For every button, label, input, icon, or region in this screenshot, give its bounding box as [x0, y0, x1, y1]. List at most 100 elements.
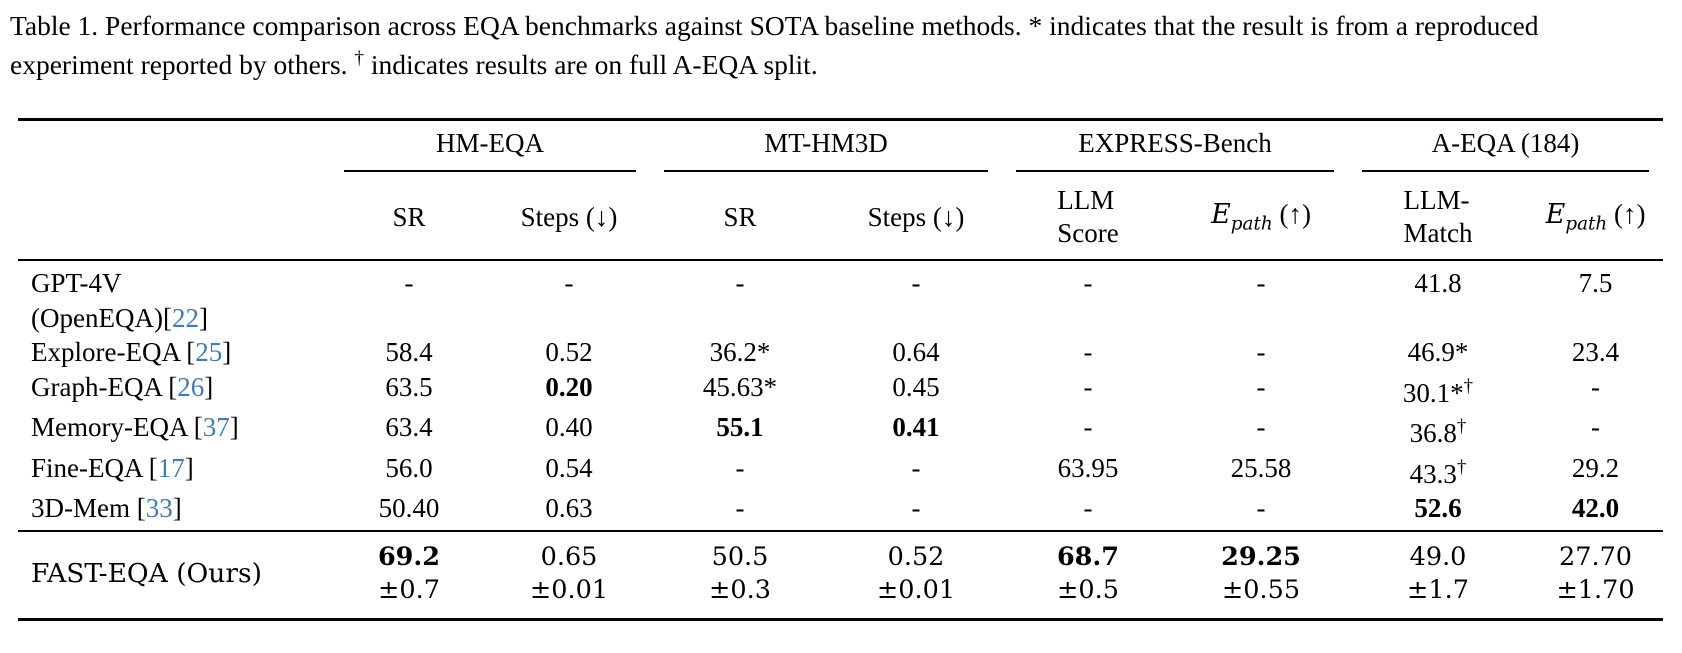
ours-stddev: ±0.01: [876, 574, 956, 605]
value-cell: -: [1256, 371, 1266, 402]
value-cell: -: [911, 452, 921, 483]
caption-line2-post: indicates results are on full A-EQA spli…: [364, 49, 818, 81]
subheader-row: SR Steps (↓) SR Steps (↓) LLM Score Epath (↑) L…: [18, 175, 1664, 262]
value-cell: 0.63: [545, 493, 593, 524]
ours-value: 49.0: [1409, 541, 1467, 572]
col-header-8: Epath (↑): [1528, 175, 1664, 262]
ours-value: 69.2: [377, 541, 441, 572]
citation-link[interactable]: 17: [157, 452, 185, 483]
col-header-4: Steps (↓): [830, 175, 1002, 262]
method-label-line: GPT-4V: [31, 268, 122, 299]
ours-value-cell: 27.70 ±1.70: [1528, 529, 1664, 620]
value-cell: 63.4: [385, 412, 433, 443]
table-header: HM-EQA MT-HM3D EXPRESS-Bench A-EQA (184) SR S…: [18, 120, 1664, 262]
group-label: A-EQA (184): [1362, 128, 1650, 173]
group-header-1: HM-EQA: [330, 120, 650, 176]
value-cell: 41.8: [1414, 268, 1462, 299]
citation-link[interactable]: 33: [145, 493, 173, 524]
value-cell: 56.0: [385, 452, 433, 483]
group-label: HM-EQA: [344, 128, 636, 173]
caption-line1: Table 1. Performance comparison across E…: [10, 10, 1539, 41]
col-header-2: Steps (↓): [488, 175, 650, 262]
value-cell: -: [1256, 412, 1266, 443]
group-header-row: HM-EQA MT-HM3D EXPRESS-Bench A-EQA (184): [18, 120, 1663, 176]
citation-link[interactable]: 26: [177, 371, 205, 402]
value-cell: -: [911, 493, 921, 524]
math-header: Epath (↑): [1211, 199, 1311, 235]
value-cell: 36.2*: [709, 337, 771, 368]
value-cell: -: [1083, 268, 1093, 299]
value-cell: 23.4: [1571, 337, 1620, 368]
method-cell: GPT-4V (OpenEQA)[22]: [18, 260, 330, 335]
group-header-2: MT-HM3D: [650, 120, 1002, 176]
value-cell: -: [1256, 493, 1266, 524]
col-header-6: Epath (↑): [1174, 175, 1349, 262]
two-line-header: LLM Score: [1057, 185, 1119, 249]
citation-link[interactable]: 25: [195, 337, 223, 368]
results-table: HM-EQA MT-HM3D EXPRESS-Bench A-EQA (184) SR S…: [18, 118, 1664, 621]
ours-stddev: ±0.01: [529, 574, 609, 605]
value-cell: 0.40: [545, 412, 593, 443]
math-header: Epath (↑): [1545, 199, 1646, 235]
value-cell: -: [1591, 412, 1601, 443]
value-cell: -: [735, 452, 745, 483]
table-caption: Table 1. Performance comparison across E…: [10, 9, 1610, 81]
group-label: EXPRESS-Bench: [1016, 128, 1335, 173]
method-cell: Fine-EQA [17]: [18, 451, 330, 492]
value-cell: -: [564, 268, 574, 299]
ours-value-cell: 69.2 ±0.7: [330, 529, 488, 620]
col-header-3: SR: [650, 175, 830, 262]
method-label-line: (OpenEQA)[22]: [31, 302, 208, 333]
citation-link[interactable]: 22: [171, 302, 199, 333]
ours-value: 27.70: [1559, 541, 1633, 572]
value-cell: 42.0: [1571, 493, 1620, 524]
value-cell: -: [1256, 337, 1266, 368]
method-label-line: 3D-Mem [33]: [31, 493, 182, 524]
method-cell: 3D-Mem [33]: [18, 491, 330, 531]
value-cell: 0.20: [545, 371, 593, 402]
table-row: Memory-EQA [37] 63.4 0.40 55.1 0.41 - - 36.8† -: [18, 410, 1663, 451]
citation-link[interactable]: 37: [202, 412, 230, 443]
col-header-1: SR: [330, 175, 488, 262]
value-cell: 36.8†: [1409, 416, 1467, 449]
method-label-line: Explore-EQA [25]: [31, 337, 232, 368]
value-cell: 0.64: [892, 337, 940, 368]
ours-stddev: ±1.70: [1556, 574, 1635, 605]
value-cell: 7.5: [1578, 268, 1613, 299]
ours-value-cell: 68.7 ±0.5: [1002, 529, 1174, 620]
value-cell: -: [735, 268, 745, 299]
value-cell: -: [1083, 493, 1093, 524]
value-cell: 46.9*: [1407, 337, 1469, 368]
value-cell: -: [735, 493, 745, 524]
value-cell: 63.5: [385, 371, 433, 402]
value-cell: 45.63*: [702, 371, 778, 402]
value-cell: 29.2: [1571, 452, 1620, 483]
ours-method-cell: FAST-EQA (Ours): [18, 529, 330, 620]
value-cell: 63.95: [1057, 452, 1119, 483]
method-cell: Explore-EQA [25]: [18, 335, 330, 370]
value-cell: 55.1: [716, 412, 764, 443]
col-header-7: LLM- Match: [1348, 175, 1529, 262]
group-label: MT-HM3D: [664, 128, 988, 173]
dagger-symbol: †: [354, 48, 365, 69]
group-header-4: A-EQA (184): [1348, 120, 1663, 176]
value-cell: -: [1591, 371, 1601, 402]
ours-stddev: ±0.5: [1057, 574, 1119, 605]
ours-value-cell: 29.25 ±0.55: [1174, 529, 1349, 620]
value-cell: 0.54: [545, 452, 593, 483]
ours-value-cell: 50.5 ±0.3: [650, 529, 830, 620]
value-cell: -: [1083, 412, 1093, 443]
value-cell: 50.40: [378, 493, 440, 524]
table-row: Fine-EQA [17] 56.0 0.54 - - 63.95 25.58 43.3† 29…: [18, 451, 1663, 492]
value-cell: 58.4: [385, 337, 433, 368]
ours-value-cell: 49.0 ±1.7: [1348, 529, 1529, 620]
table-body: GPT-4V (OpenEQA)[22] - - - - - -41.8 7.5 Explore-…: [18, 260, 1664, 620]
ours-value-cell: 0.52 ±0.01: [830, 529, 1002, 620]
two-line-header: LLM- Match: [1403, 185, 1473, 249]
col-header-5: LLM Score: [1002, 175, 1174, 262]
table-row: 3D-Mem [33] 50.40 0.63 - - - - 52.6 42.0: [18, 491, 1663, 531]
table-row: GPT-4V (OpenEQA)[22] - - - - - - 41.8 7.5: [18, 260, 1663, 335]
ours-value: 50.5: [711, 541, 769, 572]
table-row: Explore-EQA [25] 58.4 0.52 36.2* 0.64 - - 46.9*…: [18, 335, 1663, 370]
ours-value-cell: 0.65 ±0.01: [488, 529, 650, 620]
